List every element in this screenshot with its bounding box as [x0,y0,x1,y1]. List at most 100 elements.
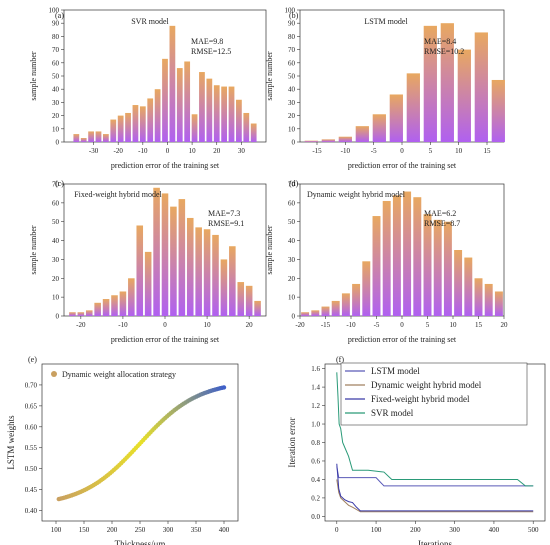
legend-label: Dynamic weight allocation strategy [62,370,176,379]
y-tick-label: 50 [288,73,296,81]
stat-label: RMSE=12.5 [191,47,231,56]
chart-title: SVR model [131,17,169,26]
histogram-bar [88,131,94,142]
x-tick-label: 5 [426,321,430,329]
histogram-bar [154,89,161,142]
histogram-bar [341,293,350,316]
y-tick-label: 0.50 [25,465,38,473]
x-tick-label: -20 [76,321,86,329]
y-tick-label: 0.45 [25,486,38,494]
y-tick-label: 10 [52,294,60,302]
x-axis-label: Thickness/μm [115,539,166,545]
histogram-bar [176,68,183,142]
histogram-bar [102,134,109,142]
legend-label: Dynamic weight hybrid model [371,380,482,390]
histogram-bar [352,283,361,316]
stat-label: RMSE=10.2 [424,47,464,56]
histogram-bar [212,234,219,316]
y-tick-label: 40 [288,86,296,94]
y-tick-label: 90 [52,20,60,28]
histogram-bar [132,105,139,142]
y-tick-label: 1.6 [311,365,320,373]
histogram-bar [170,206,177,316]
histogram-bar [464,257,473,316]
x-tick-label: 20 [501,321,509,329]
legend-label: SVR model [371,408,414,418]
histogram-bar [403,191,412,316]
histogram-bar [117,115,124,142]
y-axis-label: Iteration error [287,417,297,467]
histogram-bar [203,229,211,316]
scatter-point [221,385,227,390]
panel-label: (c) [55,179,64,188]
chart-title: LSTM model [364,17,408,26]
histogram-bar [147,98,154,142]
x-tick-label: 0 [400,147,404,155]
y-tick-label: 100 [285,7,296,15]
histogram-bar [169,25,176,143]
panel-label: (b) [289,11,299,20]
x-tick-label: -15 [312,147,322,155]
chart-title: Dynamic weight hybrid model [307,190,406,199]
histogram-bar [195,227,202,316]
x-tick-label: 0 [400,321,404,329]
y-tick-label: 0 [56,313,60,321]
histogram-bar [111,295,118,316]
histogram-bar [362,261,371,316]
histogram-bar [95,131,102,142]
y-tick-label: 70 [288,181,296,189]
histogram-bar [245,285,253,316]
histogram-bar [73,134,80,142]
histogram-bar [321,306,330,316]
x-axis-label: Iterations [418,539,452,545]
histogram-bar [491,79,505,142]
stat-label: MAE=6.2 [424,209,456,218]
histogram-bar [355,126,369,142]
x-tick-label: 150 [79,526,90,534]
histogram-bar [311,310,320,316]
x-tick-label: -20 [295,321,305,329]
stat-label: MAE=7.3 [208,209,240,218]
y-tick-label: 1.2 [311,402,320,410]
histogram-bar [80,138,87,142]
histogram-bar [433,219,442,316]
histogram-bar [162,58,168,143]
y-tick-label: 20 [288,112,296,120]
histogram-bar [178,199,186,316]
histogram-bar [454,250,463,316]
histogram-bar [85,310,93,316]
x-axis-label: prediction error of the training set [111,161,220,170]
histogram-bar [221,86,228,142]
y-tick-label: 0 [292,313,296,321]
x-tick-label: 0 [335,526,339,534]
x-tick-label: 10 [450,321,458,329]
x-tick-label: 30 [238,147,246,155]
histogram-bar [153,187,160,316]
y-axis-label: sample number [29,225,38,274]
x-tick-label: 5 [429,147,433,155]
x-tick-label: 100 [51,526,62,534]
stat-label: RMSE=8.7 [424,219,460,228]
y-tick-label: 60 [52,59,60,67]
y-tick-label: 90 [288,20,296,28]
x-tick-label: -10 [346,321,356,329]
y-tick-label: 40 [288,237,296,245]
legend-box [340,362,528,426]
series-line [336,372,534,487]
y-tick-label: 0 [292,139,296,147]
histogram-bar [161,193,169,316]
x-tick-label: -10 [341,147,351,155]
x-tick-label: -10 [138,147,148,155]
histogram-bar [213,85,220,142]
histogram-bar [382,200,391,316]
histogram-bar [457,49,471,142]
histogram-bar [139,106,146,142]
x-axis-label: prediction error of the training set [348,161,457,170]
histogram-bar [389,94,403,142]
x-tick-label: 10 [204,321,212,329]
y-tick-label: 50 [52,73,60,81]
histogram-bar [228,86,235,142]
series-line [336,479,534,513]
y-tick-label: 80 [52,33,60,41]
